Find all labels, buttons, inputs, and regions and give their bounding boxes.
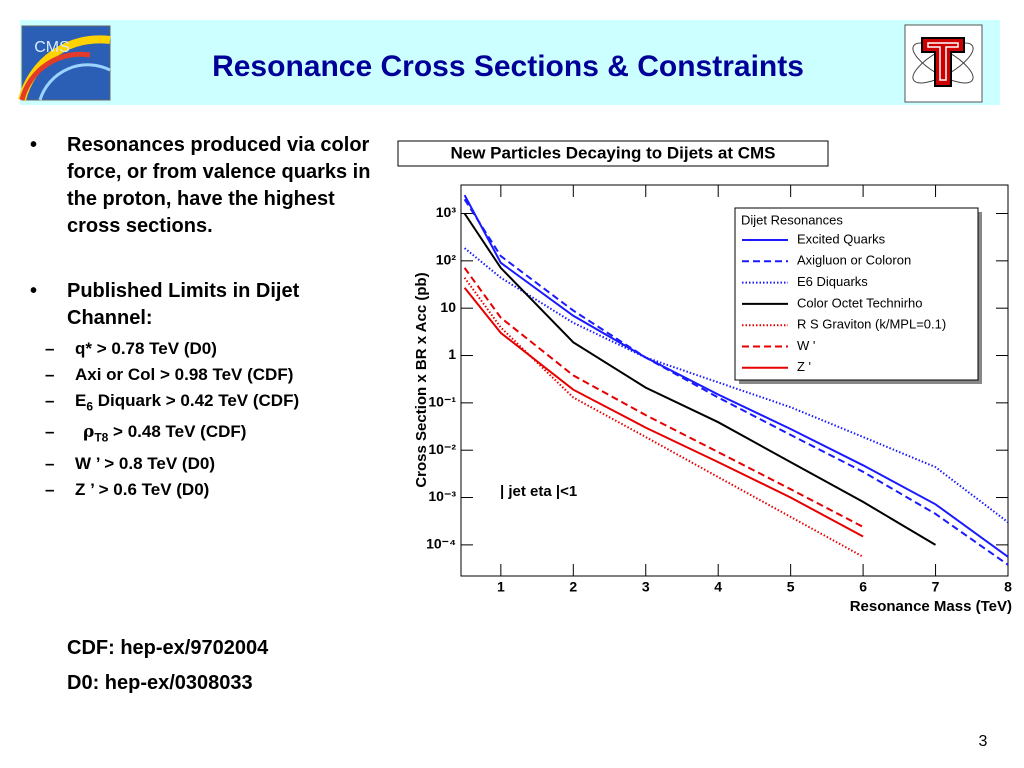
x-tick-label: 8 (1004, 579, 1012, 595)
bullet: • Published Limits in Dijet Channel: – q* … (30, 278, 385, 501)
sub-item: – Axi or Col > 0.98 TeV (CDF) (45, 365, 294, 384)
ttu-logo (904, 24, 983, 103)
bullet-text: Resonances produced via color force, or … (67, 134, 371, 237)
sub-list: – q* > 0.78 TeV (D0) – Axi or Col > 0.98 T… (45, 338, 385, 501)
series-line (463, 287, 864, 538)
sub-item-text: > 0.48 TeV (CDF) (108, 422, 247, 442)
chart: New Particles Decaying to Dijets at CMS … (397, 140, 1012, 615)
y-tick-label: 10³ (436, 204, 457, 220)
legend-title: Dijet Resonances (741, 212, 843, 227)
x-tick-label: 1 (497, 579, 505, 595)
legend-label: E6 Diquarks (797, 274, 868, 289)
cms-logo-text: CMS (34, 39, 70, 56)
y-tick-label: 10² (436, 252, 457, 268)
series-line (463, 198, 1008, 566)
y-tick-label: 10⁻⁴ (426, 536, 456, 552)
header-band (20, 20, 1000, 105)
sub-item: – Z ’ > 0.6 TeV (D0) (45, 479, 210, 499)
sub-item-text: Z ’ > 0.6 TeV (D0) (75, 479, 210, 499)
sub-item: – q* > 0.78 TeV (D0) (45, 339, 217, 358)
annotation: | jet eta |<1 (500, 483, 577, 500)
x-tick-label: 4 (714, 579, 722, 595)
y-tick-label: 1 (448, 346, 456, 362)
sub-item: – W ’ > 0.8 TeV (D0) (45, 453, 215, 473)
y-tick-label: 10⁻³ (428, 488, 456, 504)
legend-label: Axigluon or Coloron (797, 253, 911, 268)
x-tick-label: 7 (932, 579, 940, 595)
bullet-text: Published Limits in Dijet Channel: (67, 280, 300, 329)
bullet: • Resonances produced via color force, or… (30, 134, 371, 237)
sub-item: – ρT8 > 0.48 TeV (CDF) (45, 422, 247, 445)
sub-item-text: E (75, 391, 87, 410)
sub-item-text: W ’ > 0.8 TeV (D0) (75, 453, 215, 473)
series-line (463, 194, 1008, 558)
x-axis-label: Resonance Mass (TeV) (850, 598, 1012, 615)
legend-label: Color Octet Technirho (797, 295, 923, 310)
legend-label: Z ' (797, 359, 811, 374)
bullet-column: • Resonances produced via color force, or… (30, 132, 385, 539)
y-tick-label: 10 (440, 299, 456, 315)
legend-label: W ' (797, 338, 815, 353)
reference: D0: hep-ex/0308033 (67, 672, 253, 694)
x-tick-label: 2 (569, 579, 577, 595)
x-tick-label: 6 (859, 579, 867, 595)
cms-logo: CMS (18, 25, 111, 102)
chart-title: New Particles Decaying to Dijets at CMS (451, 143, 776, 162)
reference: CDF: hep-ex/9702004 (67, 637, 269, 659)
legend-label: Excited Quarks (797, 231, 886, 246)
slide-title: Resonance Cross Sections & Constraints (212, 50, 804, 83)
legend-label: R S Graviton (k/MPL=0.1) (797, 317, 946, 332)
sub-item: – E6 Diquark > 0.42 TeV (CDF) (45, 391, 300, 414)
y-axis-label: Cross Section x BR x Acc (pb) (413, 272, 430, 487)
y-tick-label: 10⁻¹ (428, 394, 456, 410)
y-tick-label: 10⁻² (428, 441, 456, 457)
page-number: 3 (979, 733, 988, 750)
chart-title-box (397, 140, 829, 167)
sub-item-text: Axi or Col > 0.98 TeV (CDF) (75, 365, 294, 384)
series-line (463, 277, 864, 558)
subscript: T8 (94, 430, 109, 445)
series-line (463, 212, 937, 546)
subscript: 6 (86, 399, 94, 414)
legend-box (734, 207, 979, 381)
sub-item-text: q* > 0.78 TeV (D0) (75, 339, 217, 358)
sub-item-text: ρ (83, 422, 95, 443)
sub-item-text: Diquark > 0.42 TeV (CDF) (93, 391, 300, 410)
series-line (463, 267, 864, 528)
x-tick-label: 5 (787, 579, 795, 595)
x-tick-label: 3 (642, 579, 650, 595)
